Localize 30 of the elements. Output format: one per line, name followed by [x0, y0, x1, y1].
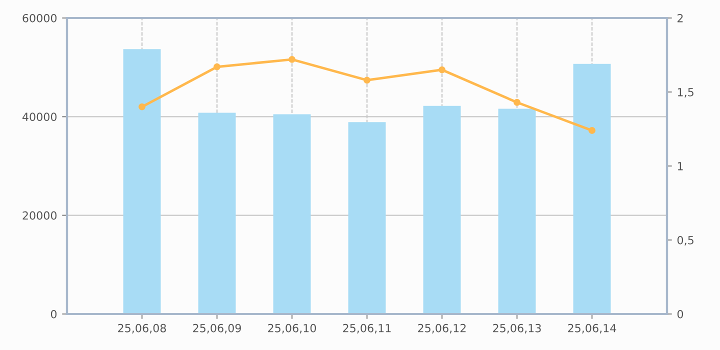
point — [138, 103, 146, 110]
point — [438, 66, 446, 74]
y-tick-label: 20000 — [22, 211, 57, 220]
bar — [198, 112, 236, 314]
x-tick-label: 25,06,11 — [343, 324, 391, 334]
y2-tick-label: 0 — [677, 310, 684, 318]
y2-tick-label: 0,5 — [677, 236, 694, 246]
bar — [123, 49, 161, 314]
x-tick-label: 25,06,13 — [493, 324, 541, 334]
point — [288, 56, 296, 63]
x-tick-label: 25,06,12 — [418, 324, 466, 334]
y-tick-label: 0 — [50, 310, 57, 318]
x-tick-label: 25,06,14 — [568, 324, 616, 334]
point — [214, 63, 220, 70]
x-tick-label: 25,06,10 — [268, 324, 316, 334]
y-tick-label: 40000 — [22, 112, 57, 122]
bar — [498, 108, 536, 314]
bar — [348, 122, 386, 314]
y-tick-label: 60000 — [22, 14, 57, 22]
x-tick-label: 25,06,09 — [193, 324, 241, 334]
point — [514, 98, 520, 106]
bar — [573, 64, 611, 314]
point — [364, 76, 370, 84]
bar — [423, 106, 461, 314]
y2-tick-label: 1,5 — [678, 88, 694, 98]
y2-tick-label: 2 — [678, 14, 683, 22]
x-tick-label: 25,06,08 — [118, 324, 166, 334]
point — [588, 127, 596, 134]
y2-tick-label: 1 — [678, 162, 683, 170]
bar — [273, 114, 311, 314]
